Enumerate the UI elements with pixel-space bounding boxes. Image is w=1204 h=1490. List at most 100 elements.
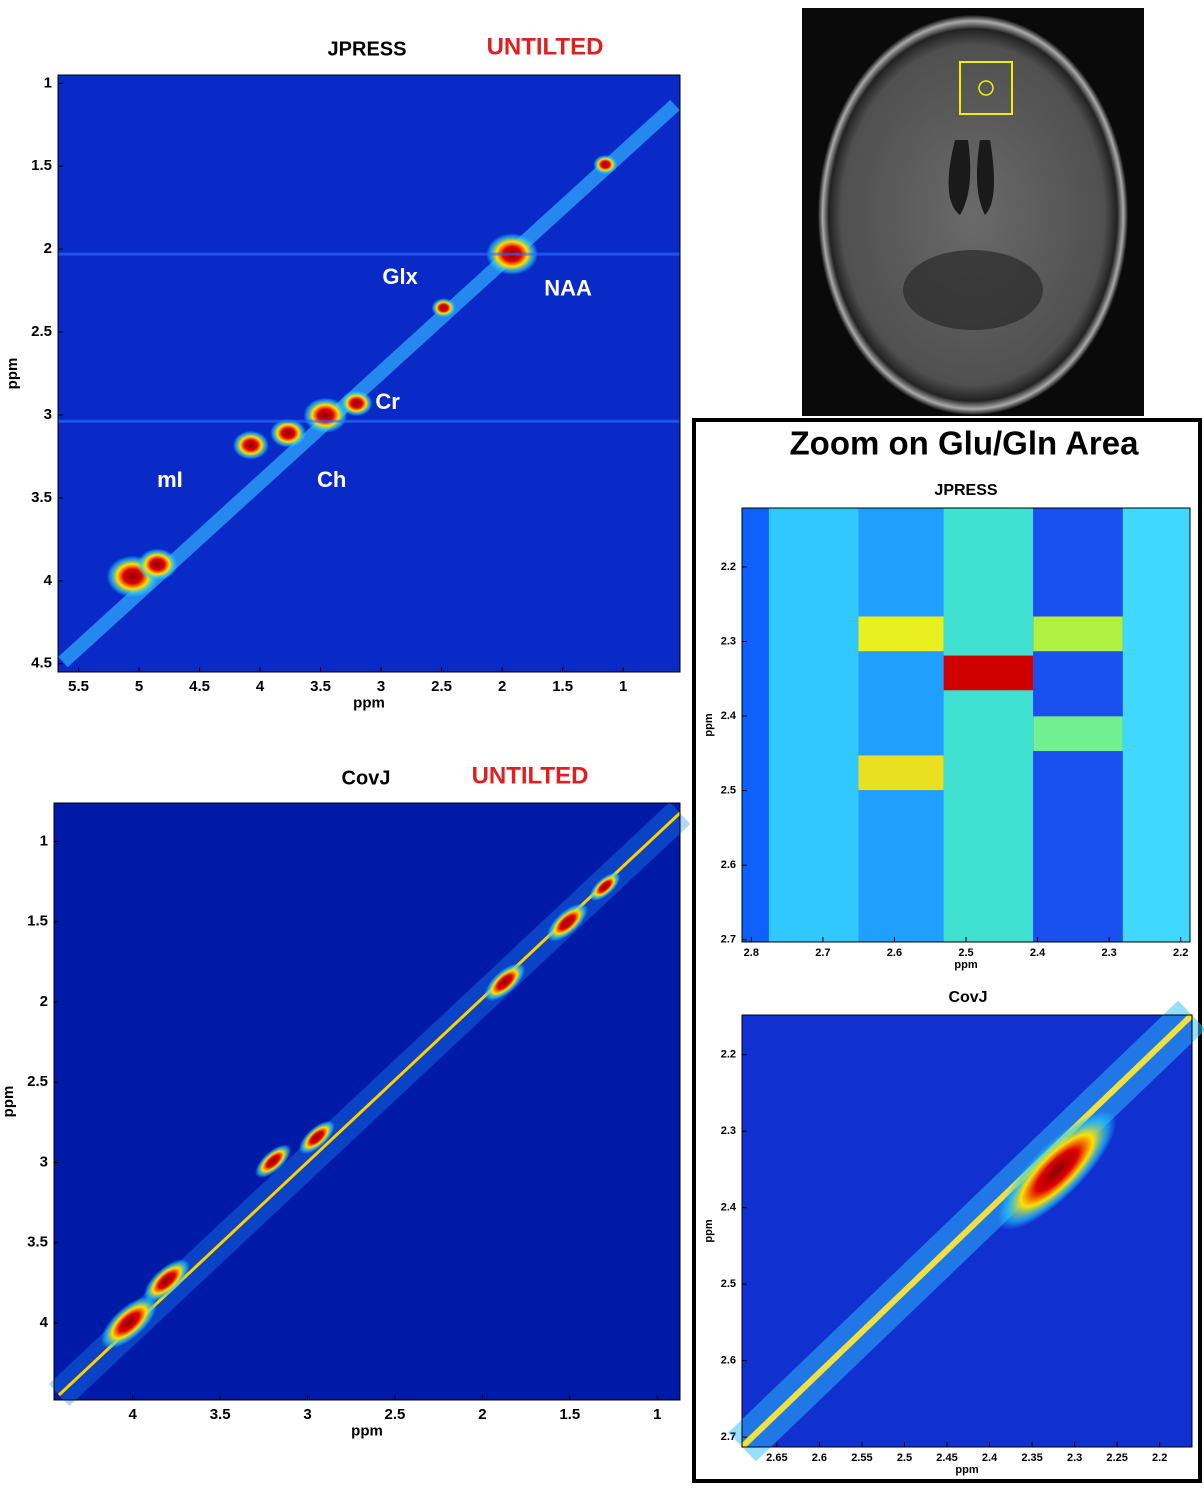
heatmap-peak	[143, 1259, 190, 1303]
heatmap-peak	[255, 1144, 291, 1178]
annotation: Cr	[375, 389, 400, 414]
y-tick-label: 2.5	[721, 1278, 736, 1290]
y-tick-label: 2.3	[721, 1125, 736, 1137]
chart-title: JPRESS	[934, 482, 997, 499]
x-axis-label: ppm	[351, 1422, 383, 1439]
voxel-box	[959, 61, 1013, 115]
heatmap-band	[1033, 716, 1123, 752]
heatmap-band	[943, 655, 1034, 691]
heatmap-peak	[299, 1120, 335, 1154]
x-tick-label: 1	[619, 678, 627, 695]
chart-title-tag: UNTILTED	[472, 762, 589, 789]
mri-head	[818, 15, 1128, 415]
chart: 5.5 5 4.5 4 3.5 3 2.5 2 1.5 1 1 1.5 2 2.5 3 3.5 4 4.5 ppm p…	[4, 33, 681, 711]
y-tick-label: 2.4	[721, 1202, 737, 1214]
x-tick-label: 2	[478, 1406, 486, 1423]
x-tick-label: 2.35	[1021, 1452, 1042, 1464]
mri-ventricles	[948, 140, 994, 215]
annotation: mI	[157, 467, 183, 492]
chart-title: JPRESS	[328, 38, 407, 60]
heatmap-peak	[340, 390, 373, 417]
y-tick-label: 1	[40, 832, 48, 849]
y-tick-label: 4	[40, 1314, 49, 1331]
y-tick-label: 2	[44, 240, 52, 257]
y-tick-label: 2.6	[721, 1355, 736, 1367]
chart-title: CovJ	[342, 767, 391, 789]
y-tick-label: 3	[40, 1153, 48, 1170]
x-tick-label: 1.5	[552, 678, 573, 695]
heatmap-peak	[101, 1296, 158, 1349]
y-tick-label: 3.5	[31, 489, 52, 506]
x-tick-label: 5.5	[68, 678, 89, 695]
y-tick-label: 4	[44, 572, 53, 589]
zoom-panel-title: Zoom on Glu/Gln Area	[790, 425, 1140, 462]
x-tick-label: 4.5	[189, 678, 210, 695]
mri-cerebellum	[903, 250, 1043, 330]
y-tick-label: 4.5	[31, 655, 52, 672]
heatmap-peak	[484, 963, 526, 1002]
y-axis-label: ppm	[703, 713, 715, 736]
x-axis-label: ppm	[954, 959, 977, 971]
y-axis-label: ppm	[0, 1086, 17, 1118]
x-tick-label: 2.3	[1101, 947, 1116, 959]
mri-image	[802, 8, 1144, 416]
y-tick-label: 2.7	[721, 1431, 736, 1443]
x-tick-label: 2.2	[1173, 947, 1188, 959]
x-tick-label: 2.65	[766, 1452, 787, 1464]
x-axis-label: ppm	[955, 1464, 978, 1476]
y-tick-label: 2.5	[31, 323, 52, 340]
chart-title: CovJ	[948, 989, 987, 1006]
chart: 4 3.5 3 2.5 2 1.5 1 1 1.5 2 2.5 3 3.5 4 ppm ppm CovJ UNTI…	[0, 762, 691, 1439]
x-tick-label: 4	[129, 1406, 138, 1423]
x-tick-label: 2.5	[958, 947, 973, 959]
x-tick-label: 2.5	[385, 1406, 406, 1423]
x-axis-label: ppm	[353, 694, 385, 711]
heatmap-column	[1122, 508, 1190, 942]
heatmap-peak	[270, 418, 307, 448]
x-tick-label: 2.25	[1106, 1452, 1127, 1464]
plot-frame	[53, 802, 681, 1401]
x-tick-label: 2.4	[1030, 947, 1046, 959]
y-tick-label: 2.2	[721, 1049, 736, 1061]
annotation: Ch	[317, 467, 346, 492]
y-tick-label: 2.5	[721, 785, 736, 797]
plot-frame	[741, 1014, 1193, 1448]
heatmap-band	[858, 755, 944, 791]
y-tick-label: 2.4	[721, 710, 737, 722]
x-tick-label: 2.3	[1067, 1452, 1082, 1464]
x-tick-label: 2.7	[815, 947, 830, 959]
annotation: NAA	[544, 276, 592, 301]
heatmap-peak	[431, 298, 456, 318]
annotation: Glx	[382, 264, 418, 289]
y-tick-label: 1.5	[31, 157, 52, 174]
y-tick-label: 2.2	[721, 561, 736, 573]
x-tick-label: 5	[135, 678, 143, 695]
heatmap-peak	[137, 548, 178, 581]
y-tick-label: 3.5	[27, 1234, 48, 1251]
x-tick-label: 1	[653, 1406, 661, 1423]
y-tick-label: 2.7	[721, 934, 736, 946]
plot-frame	[57, 74, 681, 673]
heatmap-band	[858, 616, 944, 652]
heatmap-peak	[232, 430, 269, 460]
y-tick-label: 2.5	[27, 1073, 48, 1090]
y-tick-label: 1.5	[27, 913, 48, 930]
y-tick-label: 2	[40, 993, 48, 1010]
diagonal-ridge	[739, 1012, 1195, 1450]
chart: 2.65 2.6 2.55 2.5 2.45 2.4 2.35 2.3 2.25 2.2 2.2 2.…	[703, 989, 1204, 1476]
zoom-panel-border	[692, 418, 1202, 1483]
x-tick-label: 2.2	[1152, 1452, 1167, 1464]
heatmap-column	[768, 508, 859, 942]
chart-title-tag: UNTILTED	[487, 33, 604, 60]
x-tick-label: 3.5	[210, 1406, 231, 1423]
x-tick-label: 3.5	[310, 678, 331, 695]
x-tick-label: 1.5	[559, 1406, 580, 1423]
heatmap-column	[858, 508, 944, 942]
x-tick-label: 2.6	[812, 1452, 827, 1464]
x-tick-label: 2.5	[897, 1452, 912, 1464]
y-tick-label: 2.3	[721, 635, 736, 647]
heatmap-peak	[303, 397, 348, 433]
heatmap-peak	[589, 872, 621, 901]
heatmap-peak	[546, 903, 588, 942]
